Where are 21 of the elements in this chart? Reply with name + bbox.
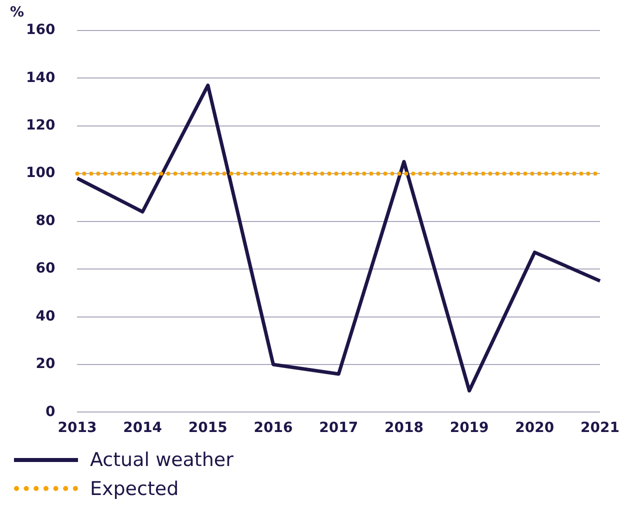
x-tick-label: 2021	[580, 420, 620, 436]
x-tick-label: 2016	[254, 420, 293, 436]
y-tick-label: 0	[45, 404, 56, 420]
y-tick-label: 120	[26, 117, 56, 134]
x-tick-label: 2017	[319, 420, 358, 436]
x-tick-label: 2019	[450, 420, 489, 436]
y-axis-title: %	[10, 4, 24, 21]
x-tick-label: 2014	[123, 420, 162, 436]
y-tick-label: 140	[26, 70, 56, 86]
x-tick-label: 2018	[384, 420, 424, 436]
x-tick-label: 2013	[58, 420, 97, 436]
x-tick-label: 2020	[515, 420, 554, 436]
y-tick-label: 100	[26, 165, 56, 182]
y-tick-label: 160	[26, 22, 56, 38]
x-tick-label: 2015	[188, 420, 228, 436]
legend-label: Actual weather	[90, 448, 234, 470]
y-tick-label: 60	[36, 260, 56, 277]
legend-label: Expected	[90, 478, 179, 500]
y-tick-label: 20	[36, 356, 56, 372]
y-tick-label: 40	[36, 308, 56, 324]
y-tick-label: 80	[36, 212, 56, 229]
